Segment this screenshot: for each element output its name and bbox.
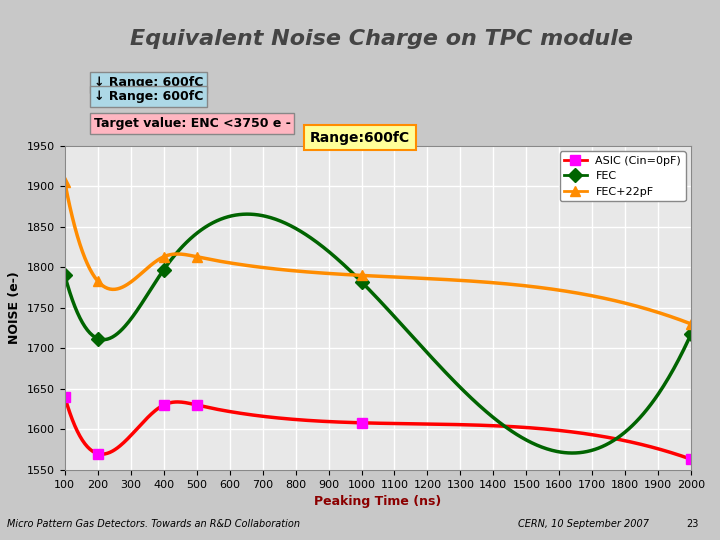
Legend: ASIC (Cin=0pF), FEC, FEC+22pF: ASIC (Cin=0pF), FEC, FEC+22pF: [560, 151, 685, 201]
Text: Equivalent Noise Charge on TPC module: Equivalent Noise Charge on TPC module: [130, 29, 633, 49]
Text: CERN, 10 September 2007: CERN, 10 September 2007: [518, 519, 649, 529]
Text: Target value: ENC <3750 e -: Target value: ENC <3750 e -: [94, 117, 290, 130]
Text: Range:600fC: Range:600fC: [310, 131, 410, 145]
X-axis label: Peaking Time (ns): Peaking Time (ns): [315, 495, 441, 508]
Text: Micro Pattern Gas Detectors. Towards an R&D Collaboration: Micro Pattern Gas Detectors. Towards an …: [7, 519, 300, 529]
Text: ↓ Range: 600fC: ↓ Range: 600fC: [94, 90, 203, 103]
Text: ↓ Range: 600fC: ↓ Range: 600fC: [94, 76, 203, 89]
Y-axis label: NOISE (e-): NOISE (e-): [9, 272, 22, 344]
Text: 23: 23: [686, 519, 698, 529]
